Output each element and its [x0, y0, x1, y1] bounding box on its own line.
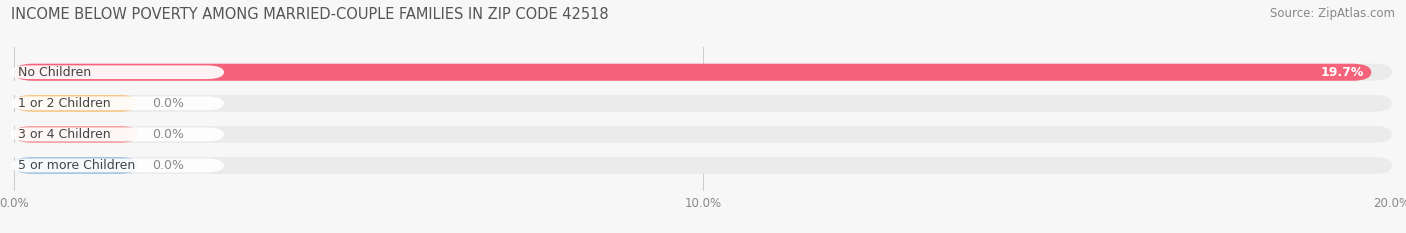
- Bar: [14, 81, 1392, 95]
- FancyBboxPatch shape: [11, 159, 224, 172]
- FancyBboxPatch shape: [14, 64, 1392, 81]
- Text: No Children: No Children: [17, 66, 90, 79]
- Bar: [14, 143, 1392, 157]
- FancyBboxPatch shape: [14, 95, 1392, 112]
- FancyBboxPatch shape: [11, 127, 224, 141]
- FancyBboxPatch shape: [14, 64, 1371, 81]
- FancyBboxPatch shape: [14, 95, 138, 112]
- Text: 0.0%: 0.0%: [152, 159, 184, 172]
- Text: INCOME BELOW POVERTY AMONG MARRIED-COUPLE FAMILIES IN ZIP CODE 42518: INCOME BELOW POVERTY AMONG MARRIED-COUPL…: [11, 7, 609, 22]
- FancyBboxPatch shape: [14, 157, 138, 174]
- FancyBboxPatch shape: [11, 96, 224, 110]
- FancyBboxPatch shape: [14, 157, 1392, 174]
- Text: Source: ZipAtlas.com: Source: ZipAtlas.com: [1270, 7, 1395, 20]
- Text: 5 or more Children: 5 or more Children: [17, 159, 135, 172]
- FancyBboxPatch shape: [14, 126, 1392, 143]
- Text: 3 or 4 Children: 3 or 4 Children: [17, 128, 110, 141]
- Text: 1 or 2 Children: 1 or 2 Children: [17, 97, 110, 110]
- Bar: [14, 112, 1392, 126]
- Text: 0.0%: 0.0%: [152, 97, 184, 110]
- Text: 19.7%: 19.7%: [1322, 66, 1364, 79]
- FancyBboxPatch shape: [14, 126, 138, 143]
- Text: 0.0%: 0.0%: [152, 128, 184, 141]
- FancyBboxPatch shape: [11, 65, 224, 79]
